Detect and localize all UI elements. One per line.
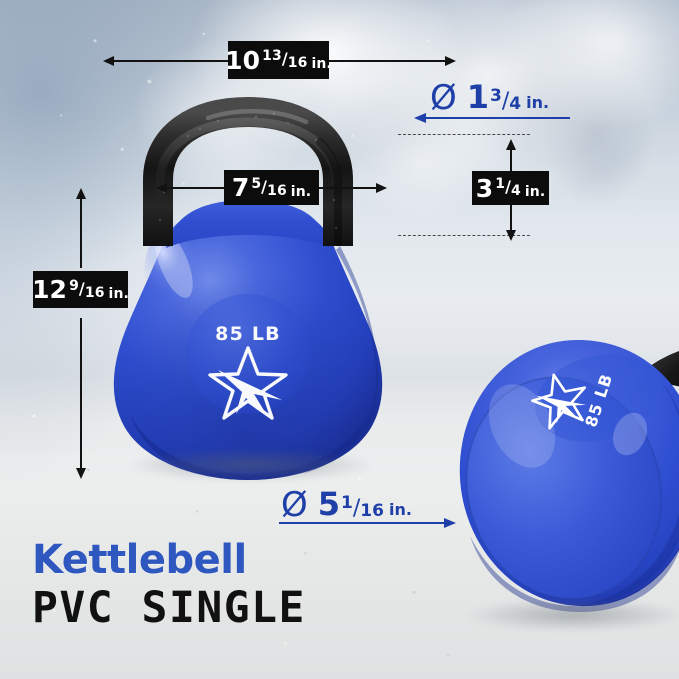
kettlebell-secondary-specular — [613, 412, 647, 456]
handle-opening-arrow-down — [506, 230, 516, 241]
handle-width-line-left — [166, 187, 224, 189]
overall-width-label: 10 13/16 in. — [225, 41, 332, 79]
kettlebell-secondary-badge-disc — [535, 354, 661, 442]
handle-grip-diameter-label: Ø 1 3/4 in. — [430, 78, 550, 118]
diameter-symbol-icon-2: Ø — [281, 485, 308, 525]
kettlebell-body-bottom-shade — [130, 414, 366, 480]
overall-height-line-top — [80, 198, 82, 268]
product-title: Kettlebell — [32, 537, 247, 583]
handle-grip-diameter-line — [425, 117, 570, 120]
kettlebell-body-specular — [155, 230, 193, 298]
weight-label: 85 LB — [215, 323, 281, 345]
overall-height-arrow-up — [76, 188, 86, 199]
handle-width-line-right — [319, 187, 376, 189]
overall-width-arrow-right — [445, 56, 456, 66]
overall-height-label: 12 9/16 in. — [32, 271, 129, 308]
base-diameter-arrow — [444, 518, 456, 528]
handle-width-arrow-left — [156, 183, 167, 193]
kettlebell-secondary-bottom-shade — [470, 536, 679, 612]
overall-width-arrow-left — [103, 56, 114, 66]
overall-height-arrow-down — [76, 468, 86, 479]
kettlebell-main-shadow — [126, 448, 376, 482]
base-diameter-label: Ø 5 1/16 in. — [281, 485, 412, 525]
kettlebell-secondary-highlight — [488, 384, 556, 468]
kettlebell-handle-top-highlight — [205, 109, 309, 125]
handle-opening-height-label: 3 1/4 in. — [472, 171, 549, 205]
handle-opening-line-bottom — [510, 205, 512, 230]
handle-opening-guide-bottom — [398, 235, 530, 236]
kettlebell-secondary-face-edge — [465, 376, 663, 600]
handle-opening-guide-top — [398, 134, 530, 135]
kettlebell-badge: 85 LB — [186, 294, 310, 420]
handle-inner-width-label: 7 5/16 in. — [224, 170, 319, 205]
kettlebell-secondary-artwork: 85 LB — [459, 340, 679, 612]
product-subtitle: PVC SINGLE — [32, 583, 306, 633]
kettlebell-main-artwork: 85 LB — [113, 96, 383, 480]
handle-opening-arrow-up — [506, 139, 516, 150]
overall-width-line-right — [329, 60, 445, 62]
handle-opening-line-top — [510, 149, 512, 171]
overall-width-line-left — [113, 60, 228, 62]
kettlebell-handle-sheen — [155, 117, 341, 241]
base-diameter-line — [279, 522, 445, 525]
diameter-symbol-icon: Ø — [430, 78, 457, 118]
title-block: Kettlebell PVC SINGLE — [32, 540, 306, 630]
handle-grip-diameter-arrow — [414, 113, 426, 123]
star-logo-secondary-icon — [531, 373, 587, 430]
kettlebell-collar — [166, 200, 330, 248]
kettlebell-secondary-shadow — [462, 598, 679, 632]
overall-height-line-bottom — [80, 318, 82, 468]
kettlebell-secondary: 85 LB — [452, 330, 679, 640]
star-logo-icon — [208, 346, 288, 420]
kettlebell-handle — [143, 96, 353, 246]
kettlebell-main: 85 LB — [88, 96, 408, 496]
handle-width-arrow-right — [376, 183, 387, 193]
